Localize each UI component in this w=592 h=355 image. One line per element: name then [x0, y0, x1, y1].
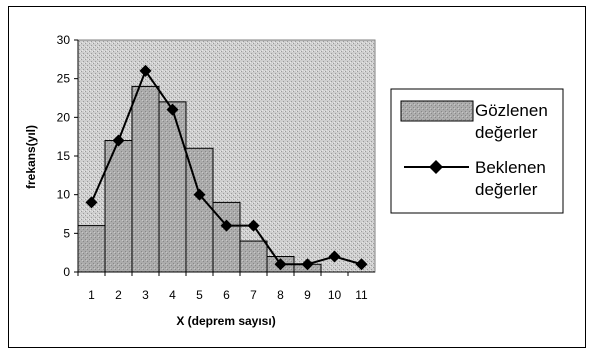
line-point: [166, 103, 179, 116]
x-tick-label: 1: [88, 288, 95, 302]
bar: [239, 240, 268, 273]
bar: [158, 101, 187, 273]
x-axis-label: X (deprem sayısı): [176, 314, 275, 328]
legend-expected-marker: [429, 160, 443, 174]
x-tick-label: 8: [277, 288, 284, 302]
line-point: [193, 188, 206, 201]
legend: Gözlenen değerler Beklenen değerler: [390, 88, 564, 214]
chart-svg: 0 5 10 15 20 25 30 1 2 3 4 5 6 7 8 9 10 11 X (deprem say…: [24, 33, 564, 328]
legend-observed-swatch: [400, 100, 474, 122]
x-tick-label: 10: [328, 288, 342, 302]
line-point: [112, 134, 125, 147]
line-point: [139, 64, 152, 77]
y-tick-label: 10: [57, 188, 71, 202]
y-tick-label: 5: [63, 226, 70, 240]
y-axis-label: frekans(yıl): [24, 125, 38, 189]
line-point: [220, 219, 233, 232]
y-tick-label: 15: [57, 149, 71, 163]
y-tick-label: 0: [63, 265, 70, 279]
line-point: [355, 258, 368, 271]
bar: [77, 225, 106, 273]
x-tick-label: 11: [355, 288, 368, 302]
x-tick-label: 9: [304, 288, 311, 302]
bar: [212, 201, 241, 273]
line-layer: [85, 64, 368, 271]
x-tick-label: 3: [142, 288, 149, 302]
y-tick-label: 20: [57, 110, 71, 124]
legend-expected-label-2: değerler: [475, 180, 538, 199]
y-ticks-layer: 0 5 10 15 20 25 30: [57, 33, 78, 279]
x-ticks-layer: 1 2 3 4 5 6 7 8 9 10 11: [77, 272, 368, 302]
chart-frame: 0 5 10 15 20 25 30 1 2 3 4 5 6 7 8 9 10 11 X (deprem say…: [8, 6, 586, 348]
line-point: [85, 196, 98, 209]
legend-expected-label-1: Beklenen: [475, 158, 546, 177]
line-point: [247, 219, 260, 232]
legend-observed-label-1: Gözlenen: [475, 101, 548, 120]
x-tick-label: 4: [169, 288, 176, 302]
bar: [131, 85, 160, 273]
line-point: [301, 258, 314, 271]
legend-observed-label-2: değerler: [475, 123, 538, 142]
y-tick-label: 25: [57, 72, 71, 86]
y-tick-label: 30: [57, 33, 71, 47]
x-tick-label: 5: [196, 288, 203, 302]
x-tick-label: 2: [115, 288, 122, 302]
x-tick-label: 6: [223, 288, 230, 302]
x-tick-label: 7: [250, 288, 257, 302]
line-point: [328, 250, 341, 263]
line-point: [274, 258, 287, 271]
